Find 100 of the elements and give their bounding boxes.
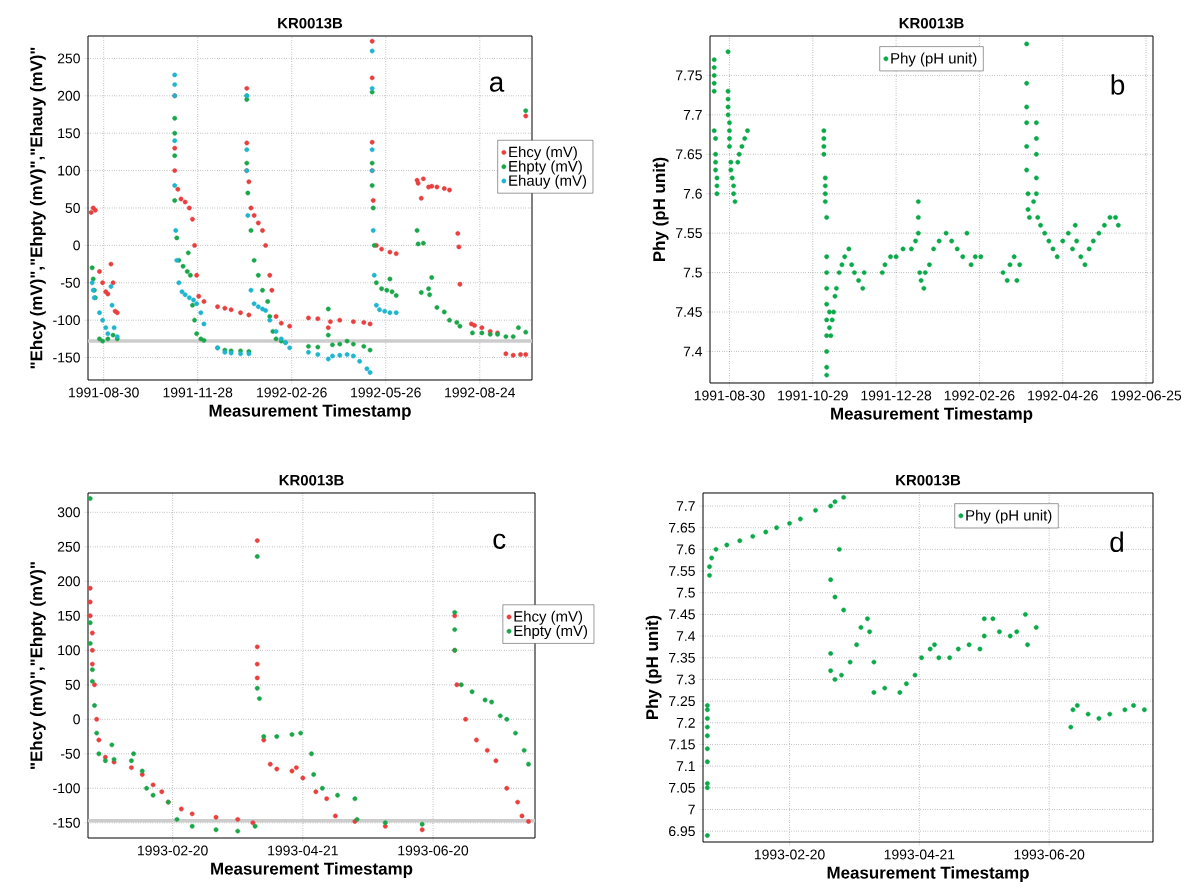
y-tick-label: 7.65 <box>669 522 695 533</box>
x-tick-label: 1991-08-30 <box>694 390 765 401</box>
point <box>419 821 425 827</box>
point <box>458 682 464 688</box>
annotation: a <box>489 76 505 92</box>
point <box>89 661 95 667</box>
point <box>504 716 510 722</box>
y-tick-label: 200 <box>57 90 80 101</box>
y-tick-label: 7.75 <box>676 70 702 81</box>
point <box>289 768 295 774</box>
y-tick-label: 150 <box>58 610 80 621</box>
point <box>469 689 475 695</box>
legend-label: Ehpty (mV) <box>514 625 588 640</box>
point <box>484 747 490 753</box>
point <box>235 816 241 822</box>
point <box>254 675 260 681</box>
y-tick-label: -50 <box>60 748 80 759</box>
point <box>150 782 156 788</box>
chart-title: KR0013B <box>899 17 964 29</box>
y-tick-label: 7.55 <box>676 228 702 239</box>
legend-label: Ehcy (mV) <box>509 146 577 161</box>
y-tick-label: 7.45 <box>676 307 702 317</box>
point <box>87 641 93 646</box>
point <box>513 730 518 736</box>
point <box>96 737 102 743</box>
y-tick-label: 6.95 <box>669 826 695 837</box>
point <box>452 609 458 615</box>
x-tick-label: 1993-02-20 <box>138 845 208 856</box>
x-tick-label: 1992-08-24 <box>445 387 516 398</box>
y-tick-label: 300 <box>57 507 80 518</box>
y-tick-label: 100 <box>58 165 80 176</box>
point <box>89 678 95 684</box>
x-tick-label: 1992-05-26 <box>351 387 421 398</box>
point <box>129 758 134 764</box>
point <box>261 734 267 739</box>
point <box>178 806 184 812</box>
point <box>293 765 299 771</box>
x-tick-label: 1993-06-20 <box>398 845 469 856</box>
y-tick-label: -150 <box>53 817 80 828</box>
point <box>515 799 521 805</box>
x-tick-label: 1992-06-25 <box>1111 390 1182 401</box>
legend-label: Ehauy (mV) <box>509 174 587 189</box>
x-axis-title: Measurement Timestamp <box>211 862 413 879</box>
point <box>309 751 314 757</box>
x-tick-label: 1993-04-21 <box>268 845 338 856</box>
point <box>254 644 260 650</box>
x-tick-label: 1993-04-21 <box>884 849 955 860</box>
y-axis-title: "Ehcy (mV)","Ehpty (mV)" <box>29 562 46 769</box>
point <box>131 751 136 757</box>
point <box>274 734 280 739</box>
point <box>254 538 260 544</box>
point <box>87 585 93 591</box>
point <box>87 613 93 619</box>
y-tick-label: 7.5 <box>676 587 695 598</box>
y-tick-label: -100 <box>53 315 80 326</box>
y-tick-label: 7.6 <box>676 544 695 555</box>
point <box>274 766 280 772</box>
y-axis-title: "Ehcy (mV)","Ehpty (mV)","Ehauy (mV)" <box>29 47 46 369</box>
point <box>87 599 93 605</box>
y-tick-label: 7.4 <box>683 346 703 357</box>
point <box>235 828 241 834</box>
y-tick-label: 7.45 <box>669 609 695 620</box>
point <box>352 796 358 802</box>
x-tick-label: 1992-02-26 <box>944 390 1015 401</box>
point <box>139 768 145 774</box>
point <box>497 713 503 719</box>
x-axis-title: Measurement Timestamp <box>827 866 1029 883</box>
y-tick-label: 250 <box>57 541 80 552</box>
y-tick-label: 7.25 <box>669 696 695 707</box>
y-tick-label: 7.2 <box>676 717 695 728</box>
legend-label: Phy (pH unit) <box>966 509 1052 524</box>
x-tick-label: 1993-06-20 <box>1014 849 1085 860</box>
point <box>261 737 267 743</box>
y-axis-title: Phy (pH unit) <box>645 615 662 720</box>
point <box>87 620 93 626</box>
point <box>298 730 304 736</box>
point <box>94 716 100 722</box>
point <box>504 785 510 791</box>
point <box>150 792 156 798</box>
point <box>129 765 134 771</box>
point <box>489 699 495 705</box>
point <box>92 703 97 708</box>
point <box>482 697 488 703</box>
y-tick-label: 7.1 <box>676 761 695 771</box>
y-tick-label: 7.6 <box>683 188 702 199</box>
y-tick-label: 150 <box>58 128 80 139</box>
y-tick-label: 50 <box>65 203 80 213</box>
chart-title: KR0013B <box>896 474 961 486</box>
point <box>102 758 108 764</box>
y-tick-label: 7.05 <box>669 782 695 793</box>
y-tick-label: 250 <box>57 53 80 64</box>
point <box>254 685 260 691</box>
point <box>313 789 319 795</box>
x-tick-label: 1991-12-28 <box>861 390 932 401</box>
annotation: c <box>493 533 506 549</box>
point <box>159 789 165 795</box>
point <box>189 811 195 817</box>
annotation: b <box>1111 74 1125 95</box>
x-tick-label: 1992-02-26 <box>257 387 327 398</box>
x-tick-label: 1991-11-28 <box>163 387 233 398</box>
